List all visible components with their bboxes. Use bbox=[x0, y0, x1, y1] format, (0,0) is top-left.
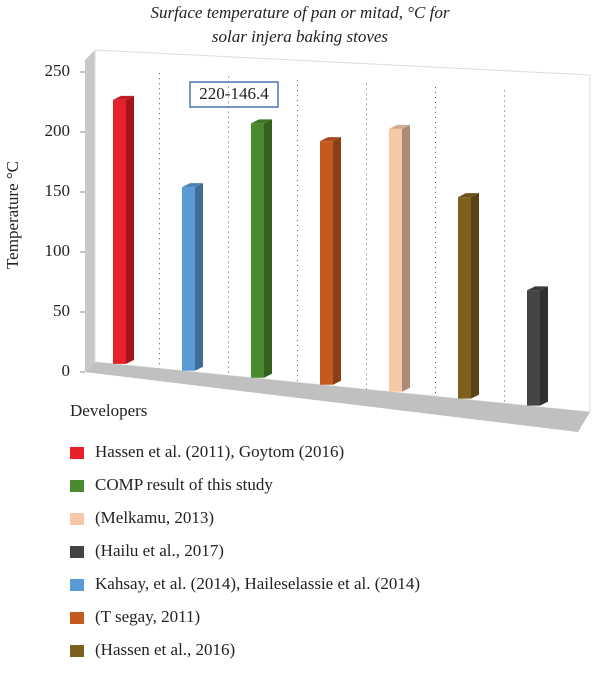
bar-face bbox=[471, 193, 479, 399]
y-tick-label: 250 bbox=[45, 61, 71, 80]
bar-face bbox=[458, 197, 471, 399]
legend-swatch bbox=[70, 480, 84, 492]
side-wall bbox=[85, 50, 95, 372]
floor bbox=[85, 362, 590, 432]
bar bbox=[182, 183, 203, 371]
y-tick-label: 100 bbox=[45, 241, 71, 260]
legend-swatch bbox=[70, 645, 84, 657]
legend-swatch bbox=[70, 579, 84, 591]
bar-face bbox=[333, 137, 341, 385]
bar-face bbox=[126, 95, 134, 364]
bar-face bbox=[251, 123, 264, 378]
bar-face bbox=[320, 137, 341, 142]
y-tick-label: 0 bbox=[62, 361, 71, 380]
bar-face bbox=[320, 141, 333, 385]
bar bbox=[527, 286, 548, 406]
y-tick-label: 200 bbox=[45, 121, 71, 140]
annotation: 220-146.4 bbox=[199, 84, 269, 103]
legend-label: (Melkamu, 2013) bbox=[95, 508, 214, 527]
legend-label: (T segay, 2011) bbox=[95, 607, 200, 626]
bar-face bbox=[458, 193, 479, 198]
annotation-box bbox=[189, 81, 279, 108]
y-tick-label: 50 bbox=[53, 301, 70, 320]
chart-title: solar injera baking stoves bbox=[212, 27, 389, 46]
bar-face bbox=[527, 290, 540, 406]
bar-face bbox=[402, 124, 410, 392]
bar-face bbox=[113, 95, 134, 100]
bar-face bbox=[182, 183, 203, 188]
bar-face bbox=[264, 119, 272, 378]
x-axis-label: Developers bbox=[70, 401, 147, 420]
legend-label: (Hailu et al., 2017) bbox=[95, 541, 224, 560]
legend-swatch bbox=[70, 513, 84, 525]
bar-face bbox=[527, 286, 548, 291]
legend-label: (Hassen et al., 2016) bbox=[95, 640, 235, 659]
chart-title: Surface temperature of pan or mitad, °C … bbox=[151, 3, 450, 22]
legend-label: Hassen et al. (2011), Goytom (2016) bbox=[95, 442, 344, 461]
bar-face bbox=[389, 128, 402, 392]
bar bbox=[389, 124, 410, 392]
y-tick-label: 150 bbox=[45, 181, 71, 200]
bar-face bbox=[182, 187, 195, 371]
legend-swatch bbox=[70, 546, 84, 558]
bar-face bbox=[195, 183, 203, 371]
bar-face bbox=[251, 119, 272, 124]
legend-label: Kahsay, et al. (2014), Haileselassie et … bbox=[95, 574, 420, 593]
bar bbox=[320, 137, 341, 385]
bar bbox=[113, 95, 134, 364]
y-axis-label: Temperature °C bbox=[3, 161, 22, 269]
bar-face bbox=[389, 124, 410, 129]
legend-swatch bbox=[70, 612, 84, 624]
back-wall bbox=[94, 49, 591, 413]
bar-face bbox=[113, 99, 126, 364]
bar bbox=[251, 119, 272, 378]
legend-swatch bbox=[70, 447, 84, 459]
bar bbox=[458, 193, 479, 399]
bar-face bbox=[540, 286, 548, 406]
legend-label: COMP result of this study bbox=[95, 475, 273, 494]
